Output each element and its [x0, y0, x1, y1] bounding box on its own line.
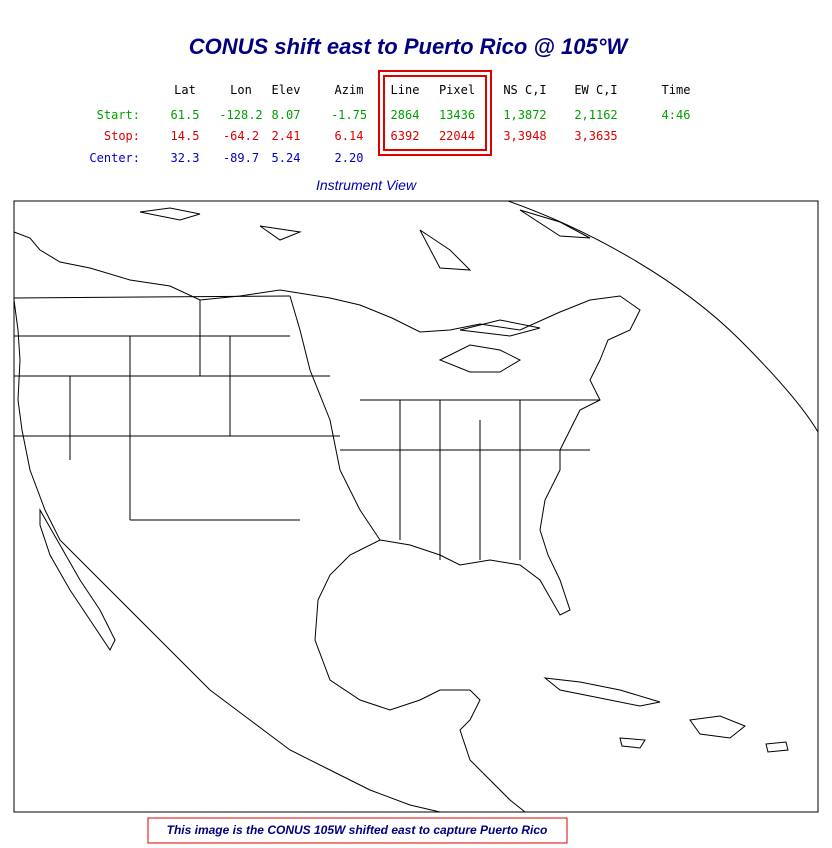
row-label: Stop:	[104, 129, 140, 143]
table-cell: 5.24	[272, 151, 301, 165]
table-cell: 4:46	[662, 108, 691, 122]
table-cell: -128.2	[219, 108, 262, 122]
column-header: Line	[391, 83, 420, 97]
table-cell: 32.3	[171, 151, 200, 165]
row-label: Start:	[97, 108, 140, 122]
table-cell: -1.75	[331, 108, 367, 122]
caption-box	[147, 817, 568, 844]
table-cell: 2,1162	[574, 108, 617, 122]
table-cell: 6392	[391, 129, 420, 143]
map	[13, 200, 819, 813]
column-header: NS C,I	[503, 83, 546, 97]
table-cell: 6.14	[335, 129, 364, 143]
table-cell: -64.2	[223, 129, 259, 143]
table-cell: 3,3948	[503, 129, 546, 143]
column-header: Lon	[230, 83, 252, 97]
column-header: Elev	[272, 83, 301, 97]
column-header: Lat	[174, 83, 196, 97]
table-cell: 14.5	[171, 129, 200, 143]
page-title: CONUS shift east to Puerto Rico @ 105°W	[189, 34, 630, 59]
column-header: Azim	[335, 83, 364, 97]
map-title: Instrument View	[316, 177, 417, 193]
parameter-table: Lat Lon Elev Azim Line Pixel NS C,I EW C,I Time S…	[89, 83, 690, 165]
table-cell: 2.41	[272, 129, 301, 143]
table-cell: 13436	[439, 108, 475, 122]
table-cell: 2864	[391, 108, 420, 122]
column-header: Time	[662, 83, 691, 97]
table-cell: 61.5	[171, 108, 200, 122]
table-cell: 1,3872	[503, 108, 546, 122]
caption: This image is the CONUS 105W shifted eas…	[167, 823, 548, 837]
table-cell: 2.20	[335, 151, 364, 165]
table-cell: 8.07	[272, 108, 301, 122]
table-cell: 3,3635	[574, 129, 617, 143]
table-cell: -89.7	[223, 151, 259, 165]
column-header: EW C,I	[574, 83, 617, 97]
table-cell: 22044	[439, 129, 475, 143]
column-header: Pixel	[439, 83, 475, 97]
row-label: Center:	[89, 151, 140, 165]
highlight-box	[378, 70, 492, 156]
